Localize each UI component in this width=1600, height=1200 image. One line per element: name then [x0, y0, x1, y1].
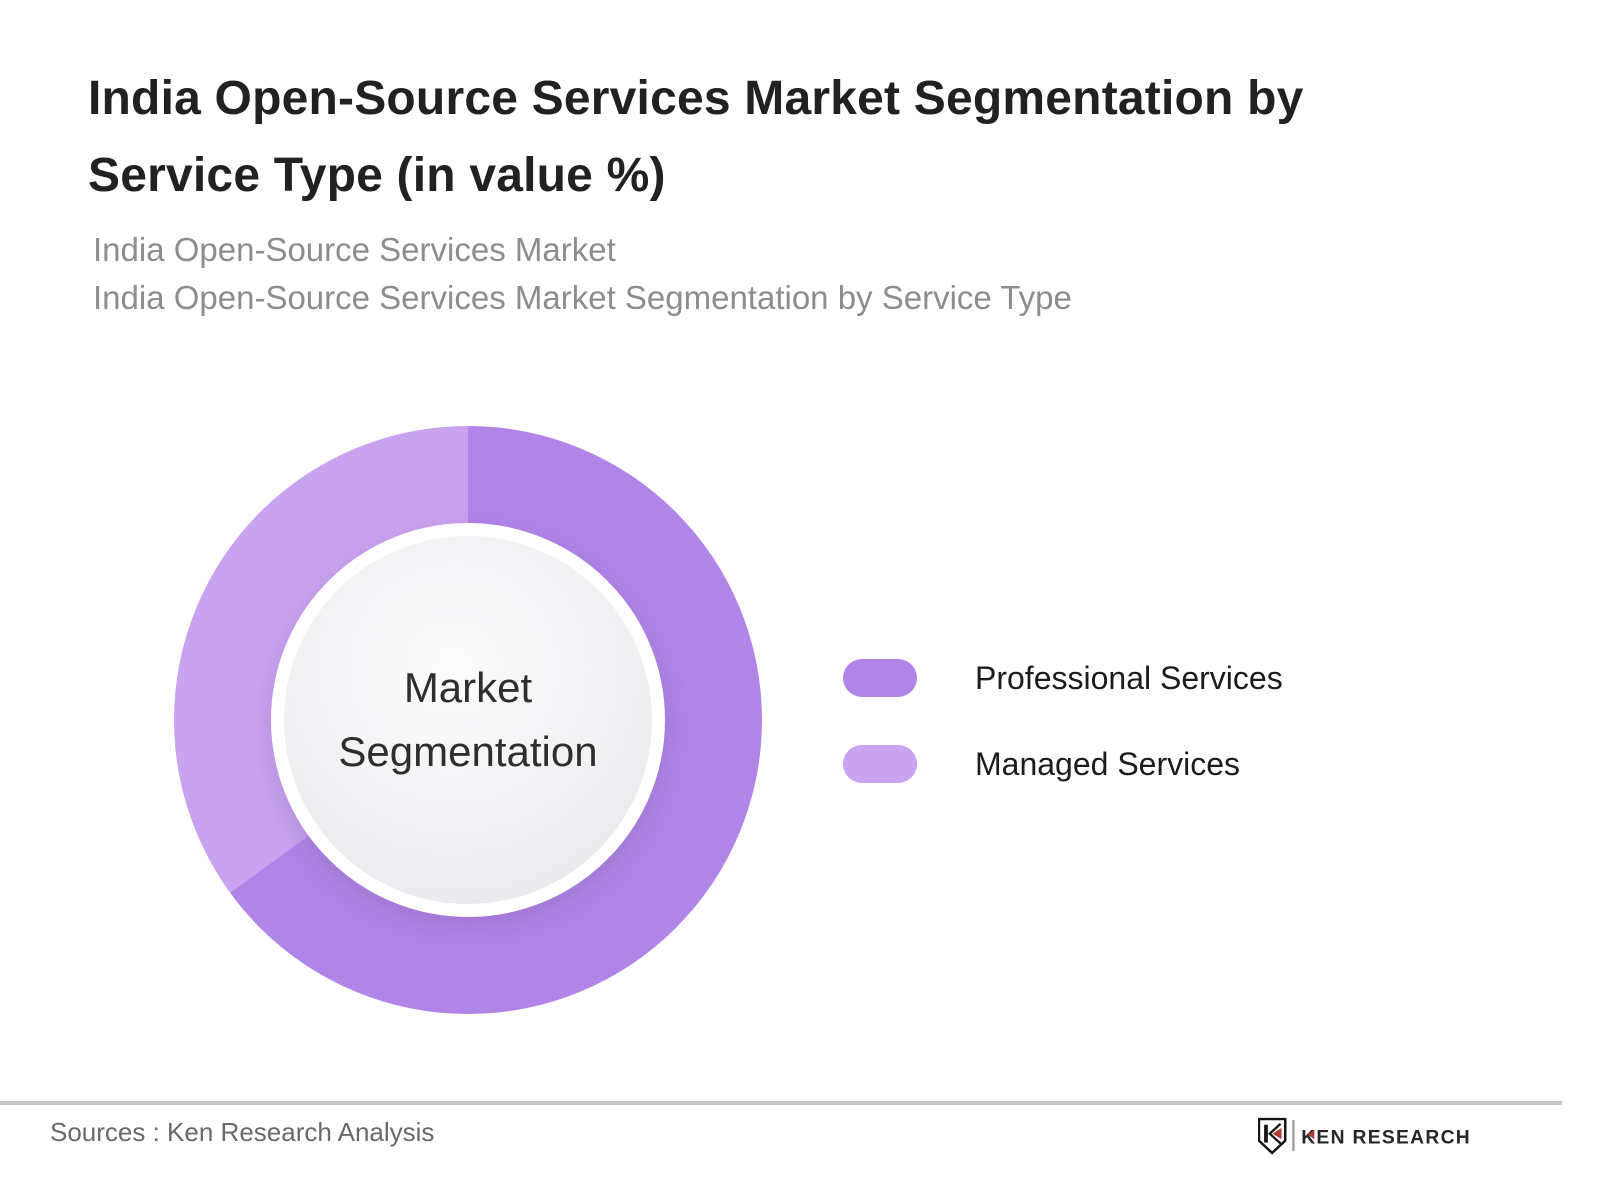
- legend-item-professional-services: Professional Services: [843, 659, 1283, 697]
- ken-research-logo: KEN RESEARCH: [1258, 1117, 1471, 1155]
- legend-label: Professional Services: [975, 659, 1283, 696]
- page-subtitle-line-1: India Open-Source Services Market: [93, 231, 616, 268]
- donut-center-label: Market Segmentation: [338, 664, 598, 775]
- page-subtitle-line-2: India Open-Source Services Market Segmen…: [93, 279, 1072, 316]
- page-title: India Open-Source Services Market Segmen…: [88, 60, 1488, 214]
- logo-separator: [1292, 1120, 1295, 1152]
- page-subtitle: India Open-Source Services Market India …: [93, 226, 1493, 322]
- donut-ring: Market Segmentation: [174, 426, 762, 1014]
- donut-center-circle: Market Segmentation: [271, 523, 665, 917]
- source-note: Sources : Ken Research Analysis: [50, 1117, 435, 1147]
- legend-swatch: [843, 659, 917, 697]
- legend-swatch: [843, 745, 917, 783]
- legend-label: Managed Services: [975, 745, 1241, 782]
- logo-wordmark: KEN RESEARCH: [1301, 1128, 1471, 1149]
- chart-legend: Professional Services Managed Services: [843, 659, 1283, 831]
- logo-k-accent: [1307, 1129, 1315, 1140]
- ken-research-shield-icon: [1258, 1117, 1287, 1155]
- page-title-line-2: Service Type (in value %): [88, 149, 666, 202]
- legend-item-managed-services: Managed Services: [843, 745, 1283, 783]
- footer-divider: [0, 1101, 1562, 1105]
- page-title-line-1: India Open-Source Services Market Segmen…: [88, 72, 1304, 125]
